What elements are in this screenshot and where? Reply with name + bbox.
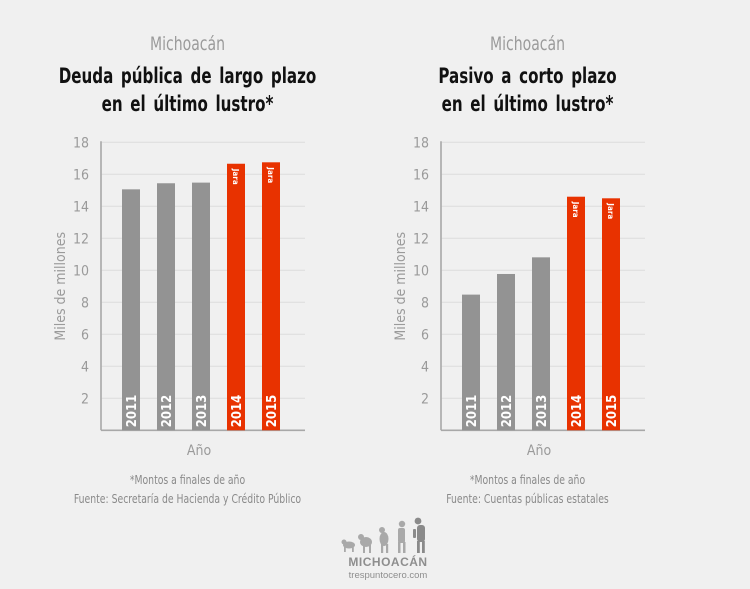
chart-footnote: *Montos a finales de año Fuente: Secreta… — [26, 471, 349, 509]
chart-region-label: Michoacán — [150, 33, 225, 55]
y-tick-label: 10 — [73, 263, 89, 279]
footnote-text: *Montos a finales de año — [469, 473, 586, 487]
bar-category-label: 2011 — [465, 395, 480, 428]
evolution-icon — [341, 517, 425, 553]
bar-2013 — [192, 182, 210, 431]
bar-category-label: 2011 — [125, 395, 140, 428]
y-tick-label: 6 — [81, 327, 89, 343]
source-text: Fuente: Secretaría de Hacienda y Crédito… — [73, 492, 302, 506]
bar-2011 — [462, 294, 480, 431]
chart-title-line: Deuda pública de largo plazo — [58, 64, 317, 88]
bar-2012 — [157, 183, 175, 431]
y-tick-label: 4 — [421, 359, 429, 375]
chart-panel-deuda: Michoacán Deuda pública de largo plazo e… — [26, 33, 349, 509]
bar-2012 — [497, 273, 515, 431]
bar-chart-pasivo: 2 4 6 8 10 12 14 16 18 2011 2012 2013 2014 Jara 2015 Ja… — [393, 135, 645, 459]
chart-title-line: en el último lustro* — [441, 92, 614, 116]
y-tick-label: 16 — [413, 167, 429, 183]
y-tick-label: 18 — [73, 135, 89, 151]
bar-category-label: 2013 — [195, 395, 210, 428]
bar-category-label: 2014 — [230, 395, 245, 428]
bar-annotation: Jara — [231, 168, 240, 185]
y-tick-label: 10 — [413, 263, 429, 279]
bar-annotation: Jara — [606, 202, 615, 219]
y-tick-label: 4 — [81, 359, 89, 375]
bar-annotation: Jara — [266, 166, 275, 183]
bar-category-label: 2012 — [160, 395, 175, 428]
bar-2013 — [532, 257, 550, 431]
chart-panel-pasivo: Michoacán Pasivo a corto plazo en el últ… — [340, 0, 715, 589]
y-tick-label: 12 — [413, 231, 429, 247]
footnote-text: *Montos a finales de año — [129, 473, 246, 487]
y-tick-label: 6 — [421, 327, 429, 343]
y-tick-label: 14 — [73, 199, 89, 215]
y-axis-label: Miles de millones — [53, 232, 69, 341]
logo-url-text: trespuntocero.com — [348, 570, 428, 581]
chart-title: Pasivo a corto plazo en el último lustro… — [378, 62, 678, 118]
bar-annotation: Jara — [571, 201, 580, 218]
y-tick-label: 8 — [81, 295, 89, 311]
y-tick-label: 2 — [81, 391, 89, 407]
bar-category-label: 2014 — [570, 395, 585, 428]
bar-2015 — [262, 162, 280, 431]
y-tick-label: 18 — [413, 135, 429, 151]
y-tick-label: 2 — [421, 391, 429, 407]
x-axis-label: Año — [187, 443, 212, 459]
bar-category-label: 2013 — [535, 395, 550, 428]
bar-category-label: 2015 — [605, 395, 620, 428]
x-axis-label: Año — [527, 443, 552, 459]
chart-title-line: Pasivo a corto plazo — [438, 64, 617, 88]
logo-wordmark: MICHOACÁN — [348, 555, 428, 569]
chart-title-line: en el último lustro* — [101, 92, 274, 116]
bar-chart-deuda: 2 4 6 8 10 12 14 16 18 2011 2012 2013 2014 Jara 2015 Ja… — [53, 135, 305, 459]
bar-2011 — [122, 189, 140, 431]
y-tick-label: 14 — [413, 199, 429, 215]
chart-region-label: Michoacán — [490, 33, 565, 55]
source-text: Fuente: Cuentas públicas estatales — [446, 492, 609, 506]
chart-title: Deuda pública de largo plazo en el últim… — [38, 62, 338, 118]
bar-2014 — [227, 163, 245, 431]
brand-logo: MICHOACÁN trespuntocero.com — [333, 515, 443, 585]
bar-category-label: 2015 — [265, 395, 280, 428]
bar-category-label: 2012 — [500, 395, 515, 428]
bar-2015 — [602, 198, 620, 431]
chart-footnote: *Montos a finales de año Fuente: Cuentas… — [366, 471, 689, 509]
y-tick-label: 16 — [73, 167, 89, 183]
y-tick-label: 12 — [73, 231, 89, 247]
y-axis-label: Miles de millones — [393, 232, 409, 341]
bar-2014 — [567, 196, 585, 431]
y-tick-label: 8 — [421, 295, 429, 311]
